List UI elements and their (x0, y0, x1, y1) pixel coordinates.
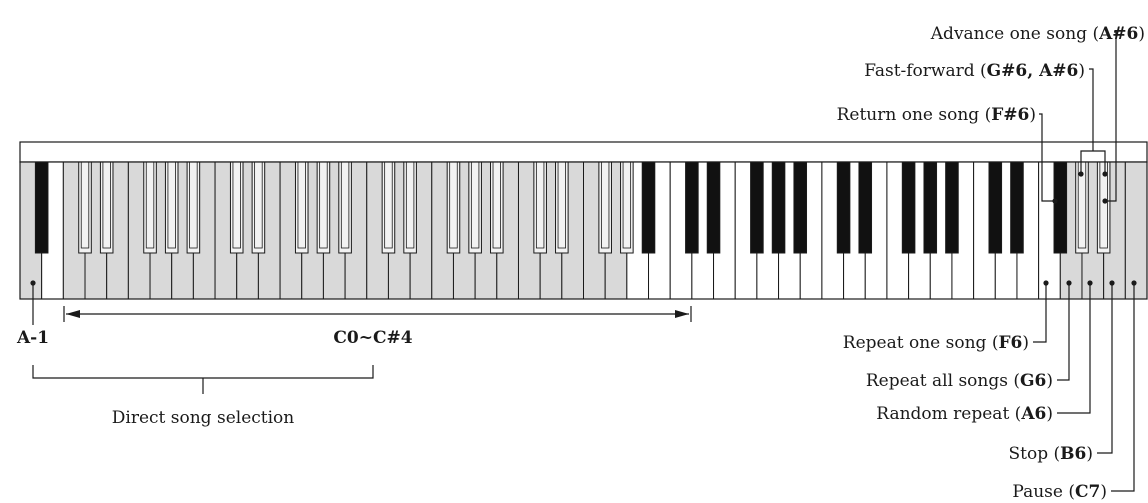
black-key (901, 161, 916, 254)
random-repeat-leader (1057, 283, 1091, 414)
black-key (598, 161, 612, 254)
c7-dot (1131, 280, 1137, 286)
random-repeat-label: Random repeat (A6) (876, 404, 1053, 424)
black-key (490, 161, 504, 254)
black-key (988, 161, 1003, 254)
black-key (858, 161, 873, 254)
black-key (555, 161, 569, 254)
black-key (99, 161, 114, 254)
function-leaders (1033, 31, 1135, 492)
black-key (34, 161, 49, 254)
black-key (793, 161, 808, 254)
pause-label: Pause (C7) (1012, 482, 1107, 502)
stop-leader (1097, 283, 1113, 454)
black-key (1053, 161, 1068, 254)
fast-forward-leader-g (1080, 150, 1093, 174)
a-sharp-6-dot-top (1102, 171, 1108, 177)
range-arrowhead-left (66, 310, 80, 318)
g6-dot (1066, 280, 1072, 286)
direct-song-selection-label: Direct song selection (112, 408, 295, 428)
black-key (316, 161, 331, 254)
black-key (923, 161, 938, 254)
b6-dot (1109, 280, 1115, 286)
black-key (403, 161, 417, 254)
black-key (338, 161, 352, 254)
black-key (186, 161, 201, 254)
black-key (945, 161, 959, 254)
f-sharp-6-dot (1052, 198, 1058, 204)
black-key (750, 161, 764, 254)
repeat-all-songs-leader (1057, 283, 1070, 381)
f6-dot (1043, 280, 1049, 286)
black-key (446, 161, 461, 254)
black-key (533, 161, 547, 254)
black-key (685, 161, 699, 254)
a-sharp-6-dot (1102, 198, 1108, 204)
advance-one-song-leader (1105, 31, 1117, 202)
keyboard-outline (19, 161, 1148, 300)
fast-forward-leader-a (1093, 150, 1106, 174)
black-key (641, 161, 656, 254)
black-key (771, 161, 786, 254)
black-key (294, 161, 309, 254)
black-key (620, 161, 634, 254)
return-one-song-label: Return one song (F#6) (837, 105, 1036, 125)
g-sharp-6-dot (1078, 171, 1084, 177)
advance-one-song-label: Advance one song (A#6) (930, 24, 1145, 44)
black-key (706, 161, 721, 254)
a6-dot (1087, 280, 1093, 286)
return-one-song-leader (1039, 113, 1055, 202)
stop-label: Stop (B6) (1009, 444, 1093, 464)
repeat-one-song-leader (1033, 283, 1047, 343)
black-key (143, 161, 157, 254)
black-key (164, 161, 179, 254)
direct-song-selection-annotation (32, 283, 692, 394)
black-key (229, 161, 244, 254)
fast-forward-label: Fast-forward (G#6, A#6) (864, 61, 1085, 81)
fast-forward-leader-stem (1089, 68, 1094, 151)
black-key (836, 161, 851, 254)
black-key (468, 161, 482, 254)
black-key (1010, 161, 1024, 254)
direct-selection-bracket (32, 365, 374, 379)
a-minus-1-dot (30, 280, 36, 286)
repeat-all-songs-label: Repeat all songs (G6) (866, 371, 1053, 391)
black-key (78, 161, 92, 254)
range-label: C0~C#4 (333, 328, 412, 348)
black-key (381, 161, 396, 254)
range-arrowheads (66, 310, 689, 318)
white-key (1124, 161, 1148, 300)
function-dots (1043, 171, 1137, 286)
repeat-one-song-label: Repeat one song (F6) (843, 333, 1029, 353)
black-key (251, 161, 266, 254)
range-arrowhead-right (675, 310, 689, 318)
keyboard-top-panel (19, 141, 1148, 163)
pause-leader (1111, 283, 1135, 492)
a-minus-1-label: A-1 (16, 328, 49, 348)
